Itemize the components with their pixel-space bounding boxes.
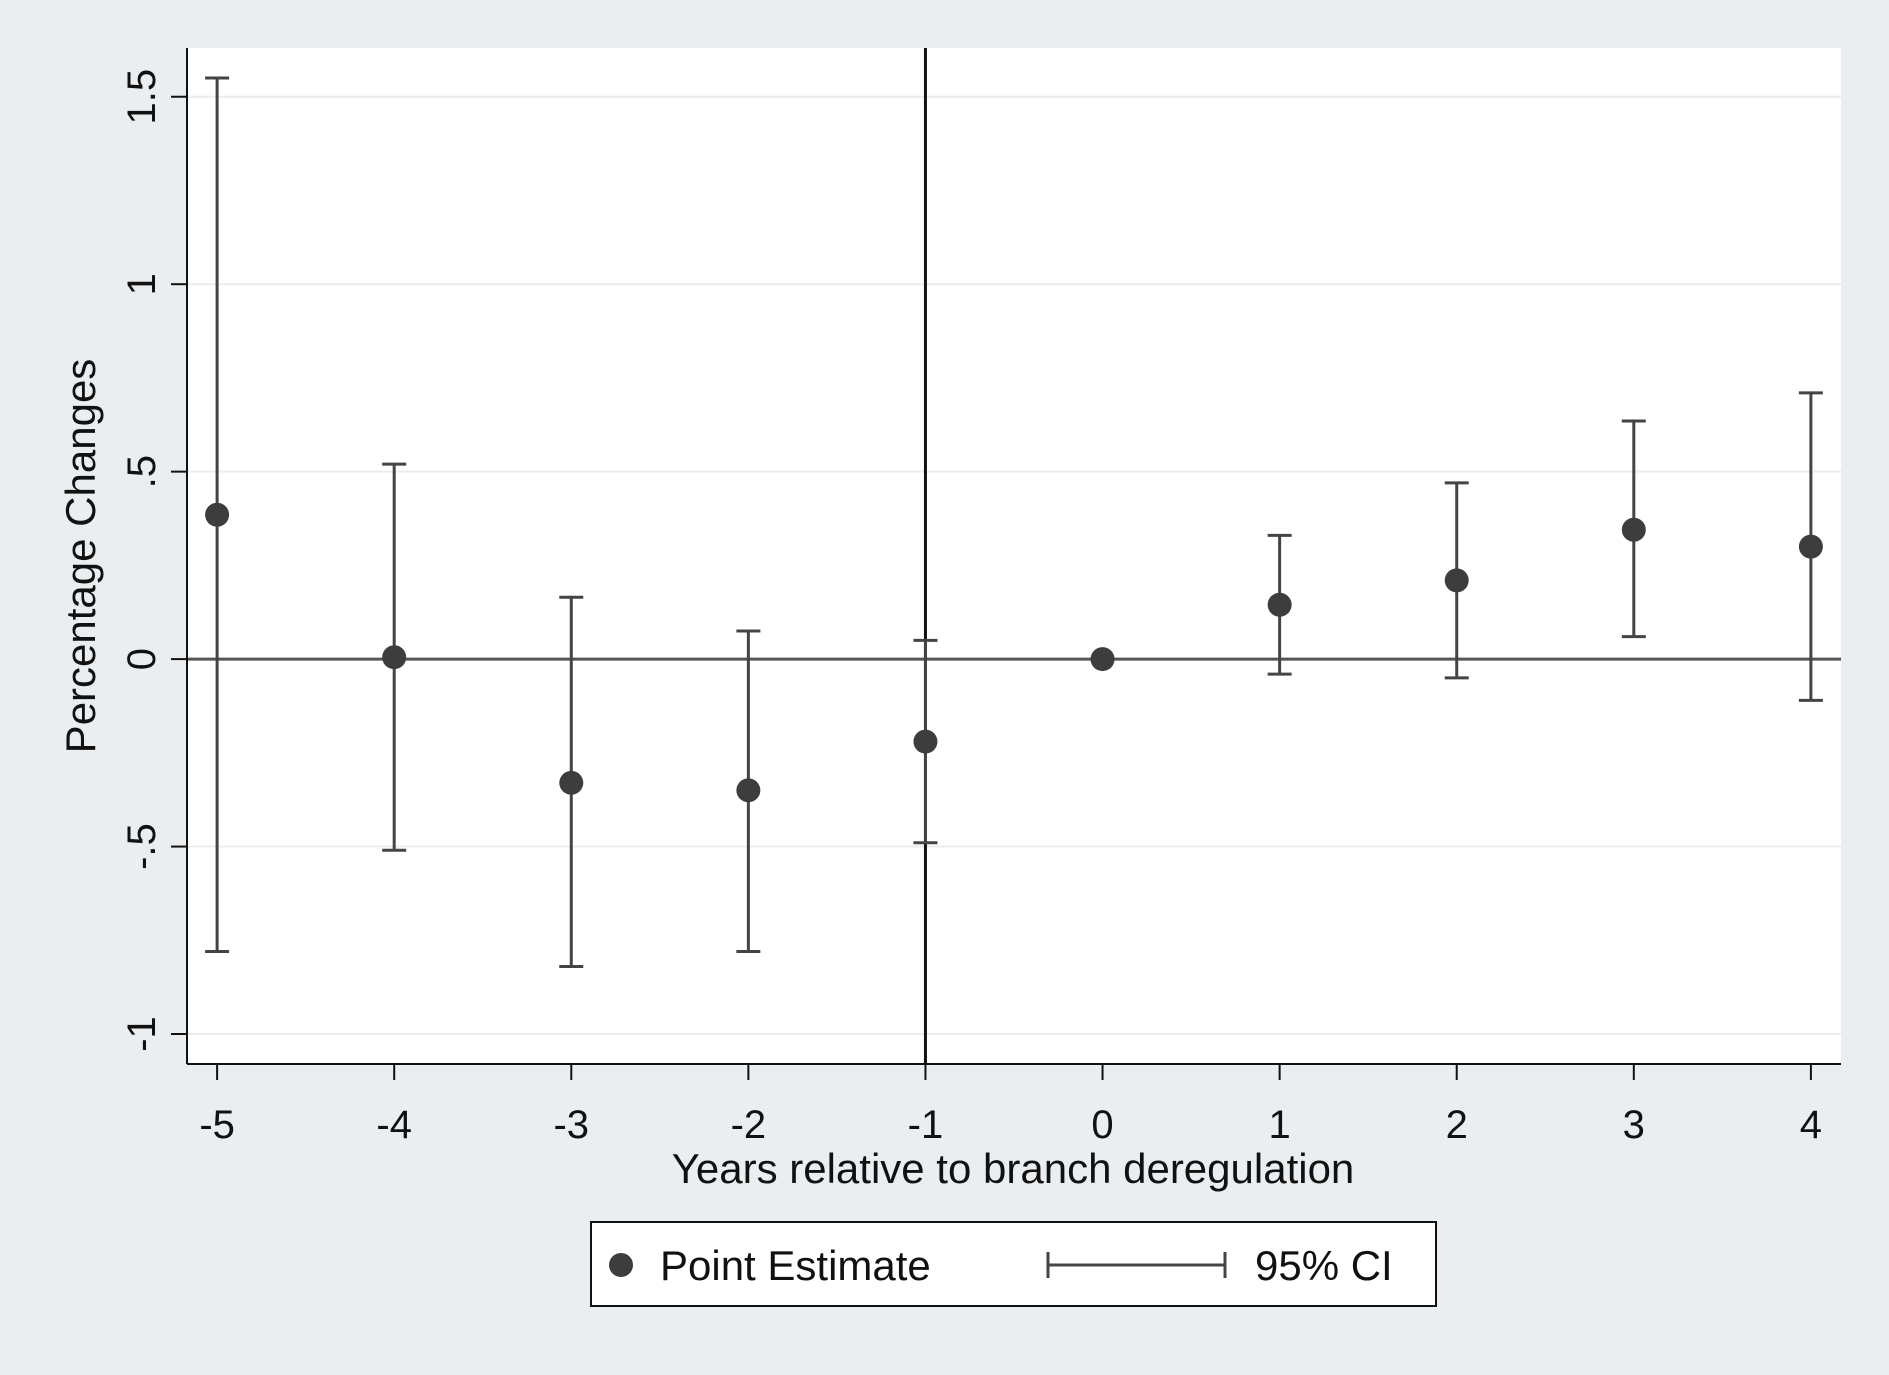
- legend-label-point-estimate: Point Estimate: [660, 1242, 931, 1289]
- x-tick-label: 3: [1623, 1103, 1645, 1147]
- point-estimate-marker: [205, 502, 230, 527]
- x-tick-label: -3: [553, 1103, 589, 1147]
- legend-dot-icon: [609, 1253, 633, 1277]
- y-tick-label: -.5: [120, 823, 164, 870]
- point-estimate-marker: [736, 778, 761, 803]
- legend: Point Estimate 95% CI: [590, 1221, 1437, 1307]
- reference-lines: [187, 48, 1841, 1064]
- point-estimate-marker: [1798, 534, 1823, 559]
- x-axis-title: Years relative to branch deregulation: [672, 1145, 1355, 1192]
- point-estimate-marker: [1090, 647, 1115, 672]
- point-series: [205, 502, 1823, 803]
- legend-label-ci: 95% CI: [1255, 1242, 1393, 1289]
- legend-box: [590, 1221, 1437, 1307]
- y-tick-label: 1.5: [120, 69, 164, 125]
- point-estimate-marker: [1444, 568, 1469, 593]
- x-tick-label: -1: [908, 1103, 944, 1147]
- axes: [186, 48, 1841, 1065]
- y-tick-label: -1: [120, 1016, 164, 1052]
- y-tick-label: 1: [120, 273, 164, 295]
- x-tick-label: -5: [199, 1103, 235, 1147]
- x-tick-label: 0: [1091, 1103, 1113, 1147]
- y-tick-label: 0: [120, 648, 164, 670]
- x-tick-label: -4: [376, 1103, 412, 1147]
- point-estimate-marker: [1621, 517, 1646, 542]
- x-ticks: -5 -4 -3 -2 -1 0 1 2 3 4: [199, 1064, 1822, 1147]
- point-estimate-marker: [559, 770, 584, 795]
- point-estimate-marker: [382, 645, 407, 670]
- x-tick-label: -2: [731, 1103, 767, 1147]
- point-estimate-marker: [913, 729, 938, 754]
- plot-area: [187, 48, 1841, 1064]
- y-axis-title: Percentage Changes: [57, 359, 104, 754]
- x-tick-label: 4: [1800, 1103, 1822, 1147]
- x-tick-label: 1: [1269, 1103, 1291, 1147]
- y-ticks: -1 -.5 0 .5 1 1.5: [120, 69, 187, 1052]
- y-tick-label: .5: [120, 455, 164, 488]
- x-tick-label: 2: [1446, 1103, 1468, 1147]
- point-estimate-marker: [1267, 592, 1292, 617]
